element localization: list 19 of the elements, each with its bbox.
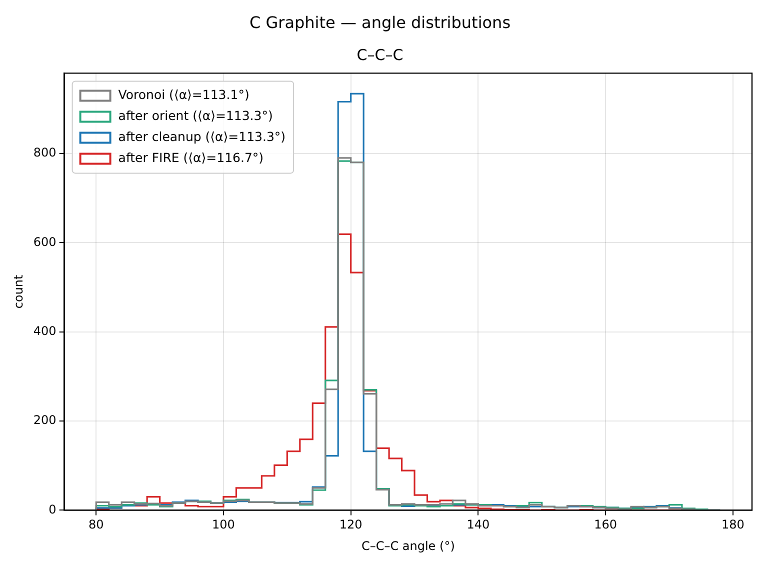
x-tick-label: 80 <box>88 518 104 532</box>
legend-label: after cleanup (⟨α⟩=113.3°) <box>118 128 286 144</box>
x-tick-label: 120 <box>339 518 362 532</box>
y-axis-title: count <box>11 274 26 309</box>
y-tick-label: 800 <box>33 146 56 160</box>
y-tick-label: 400 <box>33 324 56 338</box>
y-tick-label: 600 <box>33 234 56 249</box>
x-tick-label: 100 <box>212 518 235 532</box>
y-tick-label: 200 <box>33 413 56 428</box>
x-axis-title: C–C–C angle (°) <box>361 538 455 553</box>
legend-label: Voronoi (⟨α⟩=113.1°) <box>118 86 250 102</box>
chart-subtitle: C–C–C <box>356 46 404 64</box>
x-tick-label: 160 <box>594 518 617 532</box>
x-tick-label: 140 <box>466 518 490 532</box>
y-tick-label: 0 <box>48 502 56 516</box>
chart-title: C Graphite — angle distributions <box>249 12 511 32</box>
legend-label: after orient (⟨α⟩=113.3°) <box>118 108 273 123</box>
x-tick-label: 180 <box>721 518 744 532</box>
legend-label: after FIRE (⟨α⟩=116.7°) <box>118 150 264 165</box>
